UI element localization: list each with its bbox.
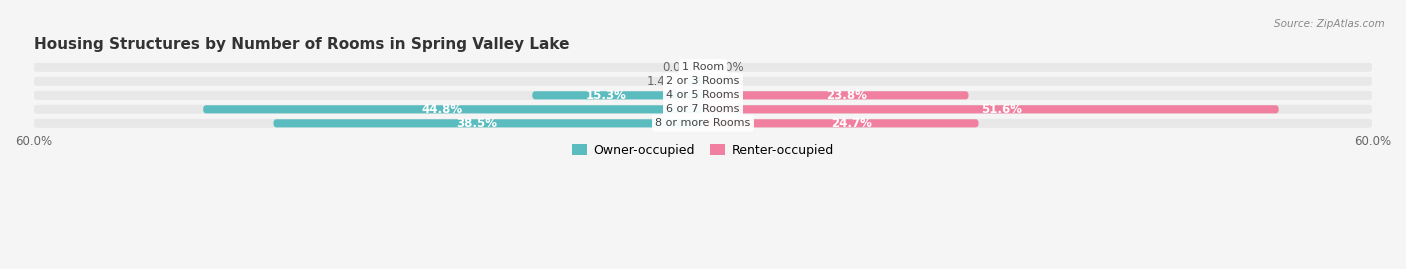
FancyBboxPatch shape xyxy=(34,105,1372,114)
FancyBboxPatch shape xyxy=(688,77,703,85)
Text: 0.0%: 0.0% xyxy=(714,75,744,88)
FancyBboxPatch shape xyxy=(34,77,1372,86)
Text: 4 or 5 Rooms: 4 or 5 Rooms xyxy=(666,90,740,100)
Text: 15.3%: 15.3% xyxy=(586,89,627,102)
Text: 38.5%: 38.5% xyxy=(457,117,498,130)
FancyBboxPatch shape xyxy=(533,91,703,99)
Text: 44.8%: 44.8% xyxy=(422,103,463,116)
FancyBboxPatch shape xyxy=(34,63,1372,72)
FancyBboxPatch shape xyxy=(34,91,1372,100)
Text: Housing Structures by Number of Rooms in Spring Valley Lake: Housing Structures by Number of Rooms in… xyxy=(34,37,569,52)
FancyBboxPatch shape xyxy=(273,119,703,128)
Text: 23.8%: 23.8% xyxy=(827,89,868,102)
Text: 1.4%: 1.4% xyxy=(647,75,676,88)
Legend: Owner-occupied, Renter-occupied: Owner-occupied, Renter-occupied xyxy=(568,139,838,162)
Text: 0.0%: 0.0% xyxy=(662,61,692,74)
Text: 6 or 7 Rooms: 6 or 7 Rooms xyxy=(666,104,740,114)
Text: Source: ZipAtlas.com: Source: ZipAtlas.com xyxy=(1274,19,1385,29)
FancyBboxPatch shape xyxy=(202,105,703,114)
Text: 1 Room: 1 Room xyxy=(682,62,724,72)
Text: 24.7%: 24.7% xyxy=(831,117,872,130)
Text: 8 or more Rooms: 8 or more Rooms xyxy=(655,118,751,128)
FancyBboxPatch shape xyxy=(703,119,979,128)
Text: 0.0%: 0.0% xyxy=(714,61,744,74)
FancyBboxPatch shape xyxy=(703,105,1278,114)
FancyBboxPatch shape xyxy=(34,119,1372,128)
Text: 2 or 3 Rooms: 2 or 3 Rooms xyxy=(666,76,740,86)
FancyBboxPatch shape xyxy=(703,91,969,99)
Text: 51.6%: 51.6% xyxy=(981,103,1022,116)
